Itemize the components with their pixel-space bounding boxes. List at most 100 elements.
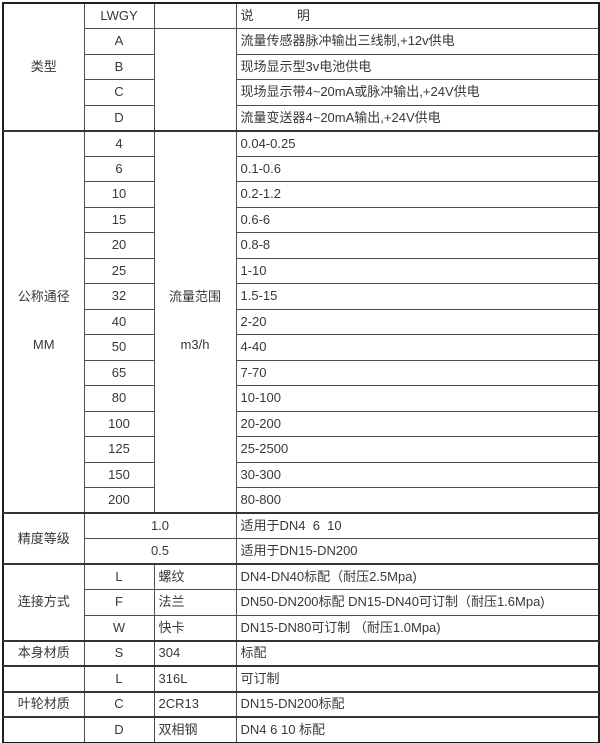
range-cell: 0.1-0.6 bbox=[235, 155, 600, 182]
material-name-cell: 双相钢 bbox=[153, 716, 237, 743]
accuracy-value-cell: 0.5 bbox=[83, 538, 237, 565]
dn-cell: 10 bbox=[83, 181, 155, 208]
type-spacer-cell bbox=[153, 28, 237, 131]
connection-desc-cell: DN50-DN200标配 DN15-DN40可订制（耐压1.6Mpa) bbox=[235, 589, 600, 616]
diameter-row: 50 4-40 bbox=[3, 334, 600, 361]
type-code-cell: C bbox=[83, 79, 155, 106]
description-header-cell: 说 明 bbox=[235, 2, 600, 29]
diameter-row: 公称通径 MM 4 流量范围 m3/h 0.04-0.25 bbox=[2, 129, 600, 514]
connection-code-cell: F bbox=[83, 589, 155, 616]
accuracy-desc-cell: 适用于DN15-DN200 bbox=[235, 538, 600, 565]
material-code-cell: D bbox=[83, 716, 155, 743]
connection-section-label: 连接方式 bbox=[2, 563, 85, 641]
material-name-cell: 2CR13 bbox=[153, 690, 237, 718]
empty-label-cell bbox=[2, 665, 85, 692]
diameter-row: 80 10-100 bbox=[3, 385, 600, 412]
material-name-cell: 304 bbox=[153, 639, 237, 667]
connection-desc-cell: DN15-DN80可订制 （耐压1.0Mpa) bbox=[235, 614, 600, 641]
accuracy-value-cell: 1.0 bbox=[83, 512, 237, 539]
diameter-row: 40 2-20 bbox=[3, 308, 600, 335]
connection-desc-cell: DN4-DN40标配（耐压2.5Mpa) bbox=[235, 563, 600, 590]
dn-cell: 80 bbox=[83, 385, 155, 412]
connection-name-cell: 快卡 bbox=[153, 614, 237, 641]
range-cell: 4-40 bbox=[235, 334, 600, 361]
diameter-row: 15 0.6-6 bbox=[3, 206, 600, 233]
connection-row: F 法兰 DN50-DN200标配 DN15-DN40可订制（耐压1.6Mpa) bbox=[3, 589, 600, 616]
type-desc-cell: 现场显示带4~20mA或脉冲输出,+24V供电 bbox=[235, 79, 600, 106]
body-material-section-label: 本身材质 bbox=[2, 639, 85, 667]
dn-cell: 65 bbox=[83, 359, 155, 386]
header-spacer-cell bbox=[153, 2, 237, 29]
dn-cell: 40 bbox=[83, 308, 155, 335]
dn-cell: 4 bbox=[83, 129, 155, 157]
diameter-row: 125 25-2500 bbox=[3, 436, 600, 463]
range-cell: 1-10 bbox=[235, 257, 600, 284]
material-desc-cell: DN15-DN200标配 bbox=[235, 690, 600, 718]
diameter-row: 150 30-300 bbox=[3, 461, 600, 488]
connection-code-cell: L bbox=[83, 563, 155, 590]
range-cell: 20-200 bbox=[235, 410, 600, 437]
dn-cell: 15 bbox=[83, 206, 155, 233]
diameter-row: 25 1-10 bbox=[3, 257, 600, 284]
type-code-cell: A bbox=[83, 28, 155, 55]
dn-cell: 20 bbox=[83, 232, 155, 259]
diameter-row: 10 0.2-1.2 bbox=[3, 181, 600, 208]
type-desc-cell: 流量变送器4~20mA输出,+24V供电 bbox=[235, 104, 600, 131]
type-row-b: B 现场显示型3v电池供电 bbox=[3, 53, 600, 80]
dn-cell: 100 bbox=[83, 410, 155, 437]
diameter-row: 32 1.5-15 bbox=[3, 283, 600, 310]
type-desc-cell: 流量传感器脉冲输出三线制,+12v供电 bbox=[235, 28, 600, 55]
type-section-label: 类型 bbox=[2, 2, 85, 131]
range-cell: 30-300 bbox=[235, 461, 600, 488]
material-code-cell: L bbox=[83, 665, 155, 692]
connection-row: 连接方式 L 螺纹 DN4-DN40标配（耐压2.5Mpa) bbox=[2, 563, 600, 641]
connection-name-cell: 法兰 bbox=[153, 589, 237, 616]
diameter-row: 65 7-70 bbox=[3, 359, 600, 386]
type-row-c: C 现场显示带4~20mA或脉冲输出,+24V供电 bbox=[3, 79, 600, 106]
diameter-label-line2: MM bbox=[32, 337, 55, 353]
flow-range-label-line2: m3/h bbox=[180, 337, 210, 353]
range-cell: 0.04-0.25 bbox=[235, 129, 600, 157]
type-row-d: D 流量变送器4~20mA输出,+24V供电 bbox=[3, 104, 600, 131]
material-code-cell: S bbox=[83, 639, 155, 667]
diameter-row: 20 0.8-8 bbox=[3, 232, 600, 259]
range-cell: 7-70 bbox=[235, 359, 600, 386]
range-cell: 2-20 bbox=[235, 308, 600, 335]
connection-code-cell: W bbox=[83, 614, 155, 641]
flow-range-label-line1: 流量范围 bbox=[168, 289, 221, 305]
accuracy-section-label: 精度等级 bbox=[2, 512, 85, 565]
accuracy-row: 精度等级 1.0 适用于DN4 6 10 bbox=[2, 512, 600, 565]
header-row: 类型 LWGY 说 明 bbox=[2, 2, 600, 131]
type-desc-cell: 现场显示型3v电池供电 bbox=[235, 53, 600, 80]
dn-cell: 150 bbox=[83, 461, 155, 488]
diameter-row: 100 20-200 bbox=[3, 410, 600, 437]
impeller-material-row: D 双相钢 DN4 6 10 标配 bbox=[2, 716, 600, 743]
range-cell: 0.6-6 bbox=[235, 206, 600, 233]
empty-label-cell bbox=[2, 716, 85, 743]
type-code-cell: B bbox=[83, 53, 155, 80]
range-cell: 25-2500 bbox=[235, 436, 600, 463]
impeller-material-row: 叶轮材质 C 2CR13 DN15-DN200标配 bbox=[2, 690, 600, 718]
material-desc-cell: 标配 bbox=[235, 639, 600, 667]
diameter-label-line1: 公称通径 bbox=[17, 289, 70, 305]
type-row-a: A 流量传感器脉冲输出三线制,+12v供电 bbox=[3, 28, 600, 131]
dn-cell: 125 bbox=[83, 436, 155, 463]
dn-cell: 6 bbox=[83, 155, 155, 182]
range-cell: 0.8-8 bbox=[235, 232, 600, 259]
diameter-section-label: 公称通径 MM bbox=[2, 129, 85, 514]
type-code-cell: D bbox=[83, 104, 155, 131]
connection-row: W 快卡 DN15-DN80可订制 （耐压1.0Mpa) bbox=[3, 614, 600, 641]
flow-range-label: 流量范围 m3/h bbox=[153, 129, 237, 514]
impeller-material-section-label: 叶轮材质 bbox=[2, 690, 85, 718]
accuracy-desc-cell: 适用于DN4 6 10 bbox=[235, 512, 600, 539]
range-cell: 80-800 bbox=[235, 487, 600, 514]
material-desc-cell: DN4 6 10 标配 bbox=[235, 716, 600, 743]
range-cell: 10-100 bbox=[235, 385, 600, 412]
material-name-cell: 316L bbox=[153, 665, 237, 692]
dn-cell: 25 bbox=[83, 257, 155, 284]
diameter-row: 200 80-800 bbox=[3, 487, 600, 514]
dn-cell: 32 bbox=[83, 283, 155, 310]
connection-name-cell: 螺纹 bbox=[153, 563, 237, 590]
